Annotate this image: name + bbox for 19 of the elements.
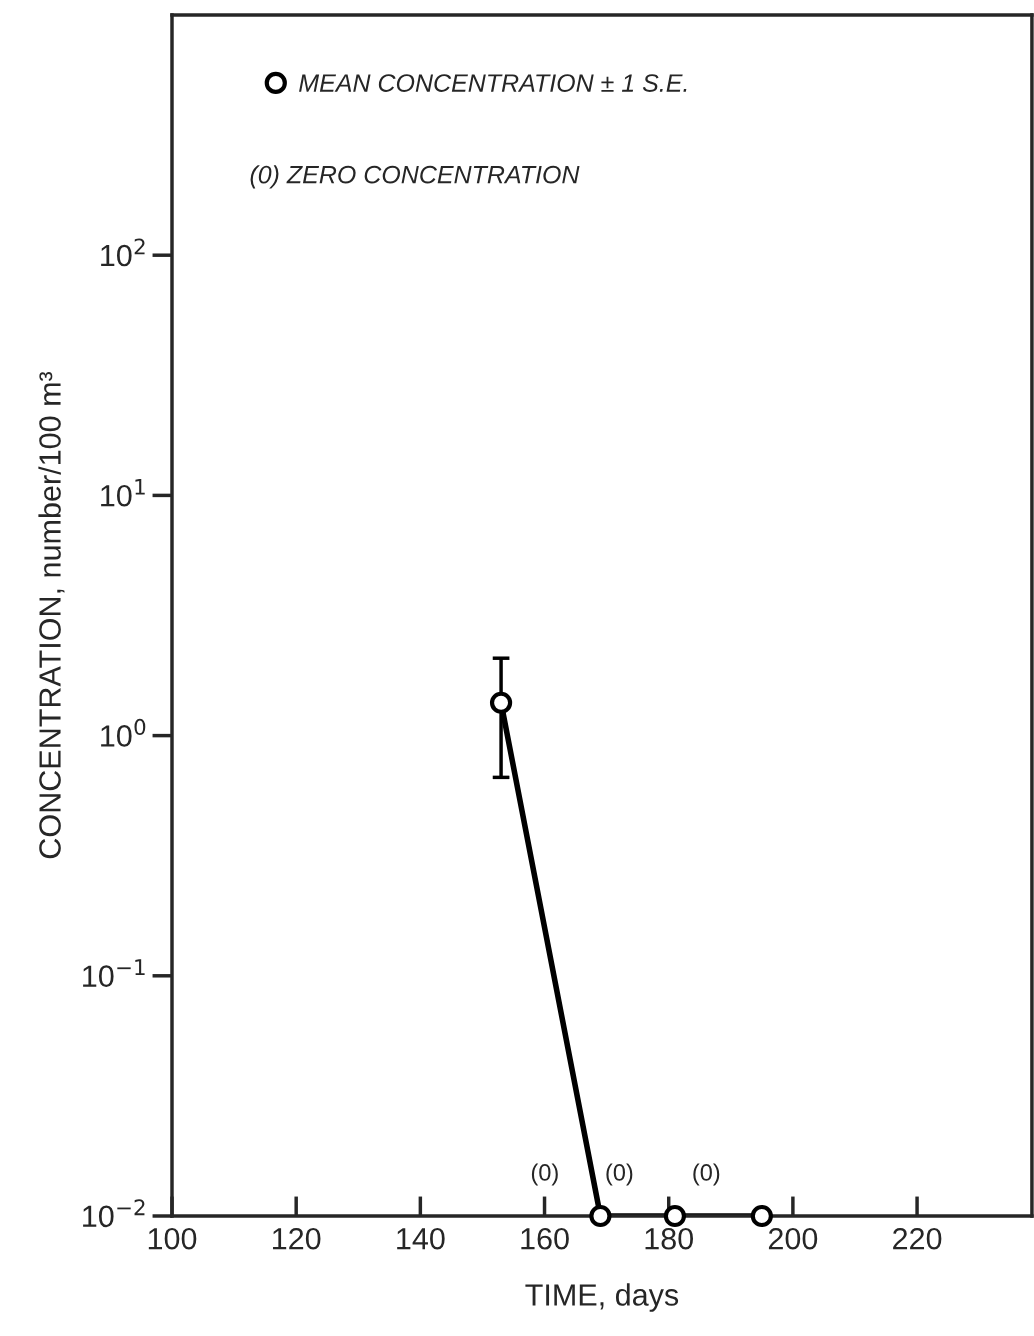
x-tick-label: 140: [397, 1227, 445, 1250]
x-axis-title: TIME, days: [525, 1283, 679, 1312]
y-axis-title: CONCENTRATION, number/100 m³: [38, 371, 65, 859]
x-tick-label: 220: [893, 1227, 942, 1250]
x-tick-label: 160: [521, 1227, 569, 1250]
legend-label: MEAN CONCENTRATION ± 1 S.E.: [299, 74, 687, 92]
x-tick-label: 100: [148, 1227, 197, 1250]
annotation: (0): [531, 1163, 558, 1186]
y-tick-label: 10$^{1}$: [101, 478, 145, 507]
annotation: (0): [693, 1163, 720, 1186]
y-tick-label: 10$^{2}$: [101, 238, 145, 267]
y-tick-label: 10$^{−2}$: [83, 1199, 145, 1228]
x-tick-label: 200: [768, 1227, 818, 1250]
x-tick-label: 180: [645, 1227, 694, 1250]
x-tick-label: 120: [273, 1227, 321, 1250]
y-tick-label: 10$^{−1}$: [83, 959, 145, 987]
y-tick-label: 10$^{0}$: [101, 718, 146, 747]
annotation: (0): [606, 1163, 633, 1186]
annotation: (0) ZERO CONCENTRATION: [250, 165, 580, 189]
